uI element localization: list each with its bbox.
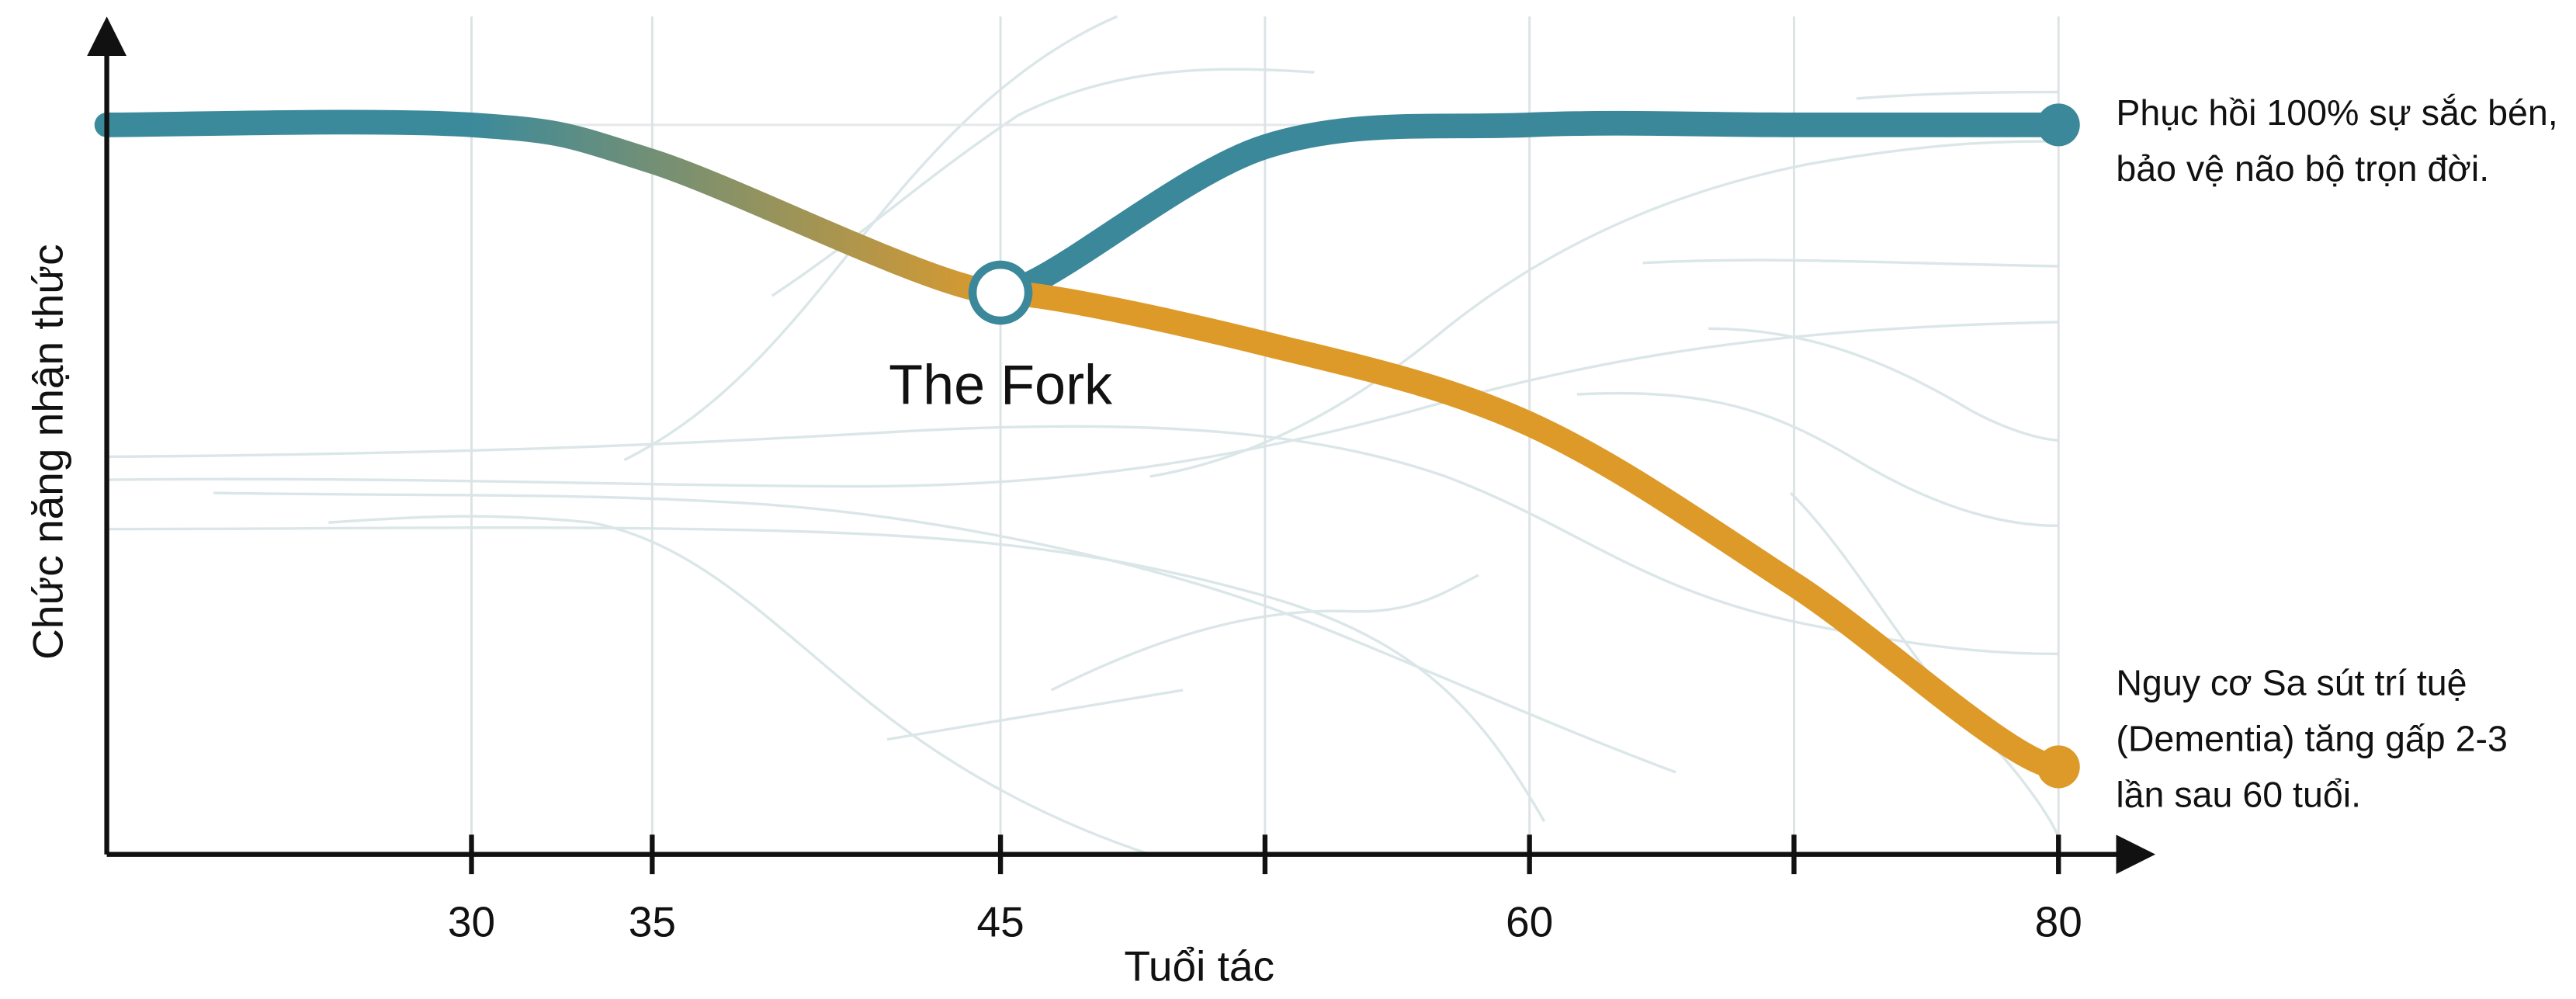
lines [107, 103, 2080, 788]
background-network [107, 16, 2059, 855]
chart: Tuổi tác Chức năng nhận thức The Fork Ph… [0, 0, 2576, 999]
page: {"chart_data":{"type":"line", "x_label":… [0, 0, 2576, 999]
x-tick-label: 80 [2035, 898, 2082, 946]
fork-label: The Fork [889, 355, 1113, 417]
x-tick-label: 60 [1506, 898, 1553, 946]
x-tick-label: 30 [448, 898, 495, 946]
annotation-line: (Dementia) tăng gấp 2-3 [2116, 718, 2508, 758]
end-dot [2037, 745, 2080, 788]
annotation-line: Nguy cơ Sa sút trí tuệ [2116, 662, 2467, 702]
x-axis-title: Tuổi tác [1124, 942, 1274, 990]
annotations: Phục hồi 100% sự sắc bén, bảo vệ não bộ t… [2116, 92, 2557, 814]
end-dot [2037, 103, 2080, 146]
annotation-line: bảo vệ não bộ trọn đời. [2116, 148, 2489, 189]
fork-marker [973, 265, 1028, 321]
x-tick-label: 45 [976, 898, 1024, 946]
y-axis-title: Chức năng nhận thức [23, 244, 71, 660]
annotation-line: lần sau 60 tuổi. [2116, 774, 2361, 814]
x-tick-label: 35 [629, 898, 676, 946]
series-line [107, 122, 1000, 293]
annotation-line: Phục hồi 100% sự sắc bén, [2116, 92, 2557, 133]
